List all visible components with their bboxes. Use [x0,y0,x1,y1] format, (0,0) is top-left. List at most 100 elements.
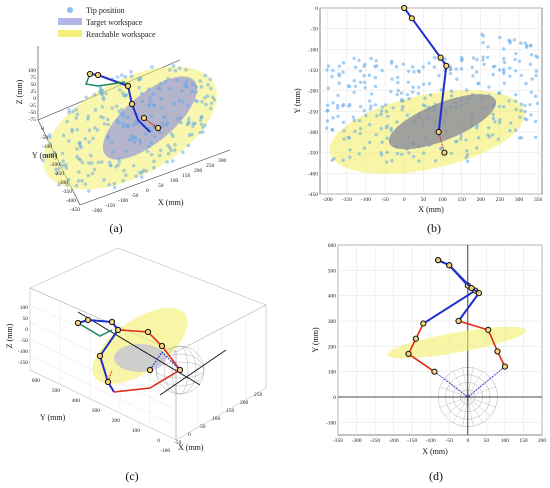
tip-point [490,133,495,137]
tip-point [358,131,362,136]
tip-point [124,173,128,178]
x-tick: 150 [519,438,528,444]
tip-point [149,99,153,104]
tip-point [158,87,162,91]
tip-point [336,114,340,119]
tip-point [115,75,120,79]
tip-point [181,150,185,154]
legend-tip-marker [67,7,73,13]
tip-point [175,78,179,82]
x-tick: -50 [131,193,139,199]
y-tick: -200 [50,162,60,168]
tip-point [389,128,393,133]
tip-point [464,138,468,142]
tip-point [193,99,198,103]
tip-point [87,140,91,144]
tip-point [330,74,334,79]
tip-point [487,85,491,89]
z-tick: -50 [21,338,29,344]
tip-point [186,103,190,108]
panel-b-target-workspace [388,94,497,150]
panel-d-x-ticks: -350 -300 -250 -200 -150 -100 -50 0 50 100 150 200 [333,438,546,444]
panel-d-y-ticks: 600 500 400 300 200 100 0 -100 [326,243,336,426]
tip-point [517,59,522,63]
panel-d-xlabel: X (mm) [422,447,448,456]
arm-joint [468,284,475,292]
x-tick: 200 [194,168,203,174]
tip-point [151,165,156,170]
x-tick: 150 [226,408,235,414]
y-tick: -250 [54,171,64,177]
tip-point [184,79,189,84]
x-tick: 200 [240,400,249,406]
tip-point [362,80,367,85]
tip-point [533,94,538,99]
y-tick: -200 [308,89,318,95]
tip-point [187,119,191,124]
tip-point [151,103,156,108]
tip-point [342,137,346,141]
tip-point [373,64,377,69]
tip-point [455,139,459,144]
tip-point [102,122,107,126]
tip-point [401,62,405,66]
tip-point [110,140,114,144]
tip-point [533,135,538,140]
arm-link [434,371,469,398]
tip-point [380,109,384,113]
tip-point [342,129,346,133]
x-tick: -200 [92,208,102,214]
tip-point [427,81,432,86]
y-tick: 100 [328,370,337,376]
tip-point [64,166,69,170]
panel-b-arm [401,4,450,156]
tip-point [391,106,395,110]
tip-point [352,90,356,95]
tip-point [528,43,533,48]
panel-c-x-ticks: -100 -50 0 50 100 150 200 250 [160,392,263,454]
panel-c-joint [74,319,82,327]
tip-point [348,84,352,89]
tip-point [61,133,66,138]
tip-point [513,99,518,103]
tip-point [513,57,517,62]
tip-point [524,117,529,122]
tip-point [512,38,517,42]
tip-point [160,120,164,125]
z-tick: -50 [29,110,37,116]
y-tick: -100 [308,47,318,53]
tip-point [198,79,203,83]
panel-b-y-ticks: 0 -50 -100 -150 -200 -250 -300 -350 -400 -450 [308,6,318,198]
tip-point [129,133,133,138]
x-tick: 100 [212,416,221,422]
tip-point [330,158,334,163]
tip-point [148,96,152,101]
tip-point [508,39,512,43]
panel-c-joint [146,366,154,374]
tip-point [399,91,404,95]
tip-point [449,94,454,98]
panel-d-target-workspace [387,326,527,359]
x-tick: 0 [466,438,469,444]
tip-point [367,140,372,145]
y-tick: -250 [308,109,318,115]
tip-point [208,77,213,82]
tip-point [144,169,149,173]
tip-point [351,115,356,119]
tip-point [437,73,441,78]
tip-point [123,75,128,79]
tip-point [507,99,511,103]
tip-point [417,85,421,89]
tip-point [385,160,389,164]
tip-point [336,93,340,98]
tip-point [212,98,217,102]
z-tick: 100 [20,305,29,311]
tip-point [121,179,126,183]
tip-point [369,104,373,108]
panel-c-joint [158,342,166,350]
tip-point [186,143,191,148]
x-tick: -200 [323,197,333,203]
tip-point [198,118,203,123]
tip-point [190,89,195,94]
tip-point [119,112,123,117]
